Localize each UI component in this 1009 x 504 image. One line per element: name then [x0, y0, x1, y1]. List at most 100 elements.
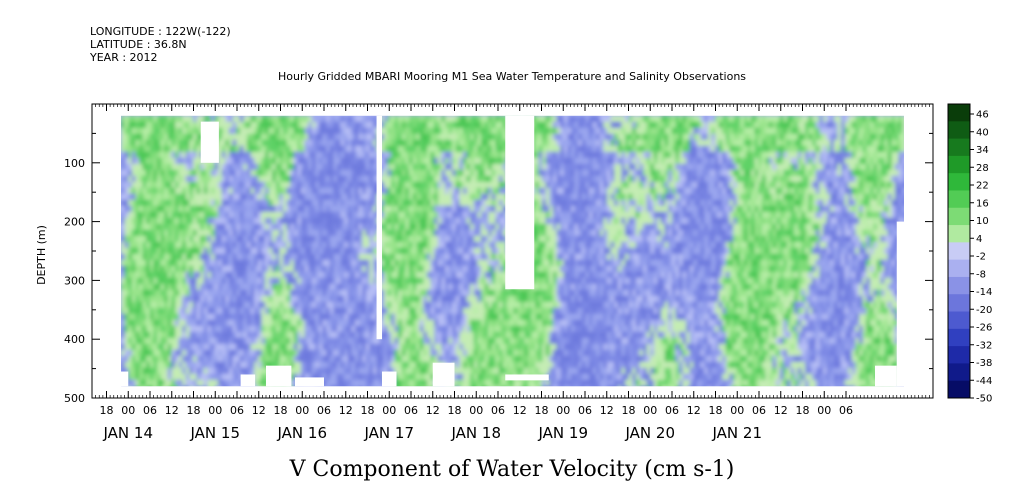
heatmap-cell: [283, 235, 288, 243]
heatmap-cell: [434, 241, 439, 249]
heatmap-cell: [459, 367, 464, 375]
heatmap-cell: [315, 217, 320, 225]
heatmap-cell: [466, 175, 471, 183]
heatmap-cell: [232, 193, 237, 201]
heatmap-cell: [164, 235, 169, 243]
heatmap-cell: [131, 157, 136, 165]
heatmap-cell: [254, 367, 259, 375]
heatmap-cell: [344, 361, 349, 369]
heatmap-cell: [124, 211, 129, 219]
heatmap-cell: [304, 223, 309, 231]
heatmap-cell: [355, 313, 360, 321]
heatmap-cell: [329, 193, 334, 201]
heatmap-cell: [362, 229, 367, 237]
heatmap-cell: [290, 367, 295, 375]
heatmap-cell: [502, 271, 507, 279]
heatmap-cell: [419, 199, 424, 207]
heatmap-cell: [157, 193, 162, 201]
heatmap-cell: [193, 151, 198, 159]
heatmap-cell: [423, 193, 428, 201]
heatmap-cell: [293, 199, 298, 207]
heatmap-cell: [193, 127, 198, 135]
heatmap-cell: [211, 283, 216, 291]
heatmap-cell: [394, 127, 399, 135]
heatmap-cell: [229, 379, 234, 387]
heatmap-cell: [121, 169, 126, 177]
heatmap-cell: [477, 355, 482, 363]
heatmap-cell: [203, 295, 208, 303]
heatmap-cell: [275, 223, 280, 231]
heatmap-cell: [196, 157, 201, 165]
heatmap-cell: [247, 301, 252, 309]
heatmap-cell: [427, 277, 432, 285]
heatmap-cell: [419, 379, 424, 387]
heatmap-cell: [484, 175, 489, 183]
heatmap-cell: [232, 271, 237, 279]
heatmap-cell: [398, 151, 403, 159]
heatmap-cell: [157, 121, 162, 129]
heatmap-cell: [243, 247, 248, 255]
heatmap-cell: [193, 157, 198, 165]
heatmap-cell: [218, 217, 223, 225]
heatmap-cell: [355, 211, 360, 219]
heatmap-cell: [160, 127, 165, 135]
heatmap-cell: [455, 127, 460, 135]
heatmap-cell: [157, 343, 162, 351]
heatmap-cell: [365, 337, 370, 345]
heatmap-cell: [333, 145, 338, 153]
heatmap-cell: [218, 127, 223, 135]
heatmap-cell: [185, 277, 190, 285]
heatmap-cell: [131, 271, 136, 279]
heatmap-cell: [347, 277, 352, 285]
heatmap-cell: [452, 307, 457, 315]
heatmap-cell: [146, 271, 151, 279]
heatmap-cell: [124, 247, 129, 255]
heatmap-cell: [427, 235, 432, 243]
heatmap-cell: [301, 289, 306, 297]
heatmap-cell: [293, 181, 298, 189]
heatmap-cell: [365, 301, 370, 309]
heatmap-cell: [139, 373, 144, 381]
heatmap-cell: [293, 187, 298, 195]
heatmap-cell: [369, 253, 374, 261]
heatmap-cell: [315, 301, 320, 309]
heatmap-cell: [261, 325, 266, 333]
heatmap-cell: [380, 361, 385, 369]
heatmap-cell: [142, 283, 147, 291]
heatmap-cell: [167, 265, 172, 273]
heatmap-cell: [175, 289, 180, 297]
heatmap-cell: [351, 331, 356, 339]
heatmap-cell: [329, 235, 334, 243]
heatmap-cell: [207, 283, 212, 291]
heatmap-cell: [495, 337, 500, 345]
heatmap-cell: [279, 283, 284, 291]
heatmap-cell: [358, 229, 363, 237]
heatmap-cell: [401, 235, 406, 243]
heatmap-cell: [351, 379, 356, 387]
heatmap-cell: [376, 337, 381, 345]
heatmap-cell: [394, 253, 399, 261]
heatmap-cell: [329, 115, 334, 123]
heatmap-cell: [495, 361, 500, 369]
heatmap-cell: [308, 193, 313, 201]
heatmap-cell: [293, 295, 298, 303]
heatmap-cell: [455, 349, 460, 357]
heatmap-cell: [196, 163, 201, 171]
heatmap-cell: [308, 127, 313, 135]
heatmap-cell: [308, 349, 313, 357]
heatmap-cell: [326, 133, 331, 141]
heatmap-cell: [355, 199, 360, 207]
heatmap-cell: [484, 235, 489, 243]
heatmap-cell: [466, 217, 471, 225]
heatmap-cell: [499, 151, 504, 159]
heatmap-cell: [164, 277, 169, 285]
heatmap-cell: [193, 295, 198, 303]
heatmap-cell: [362, 379, 367, 387]
heatmap-cell: [473, 283, 478, 291]
heatmap-cell: [153, 181, 158, 189]
heatmap-cell: [391, 277, 396, 285]
heatmap-cell: [340, 121, 345, 129]
heatmap-cell: [470, 121, 475, 129]
heatmap-cell: [358, 139, 363, 147]
heatmap-cell: [398, 367, 403, 375]
